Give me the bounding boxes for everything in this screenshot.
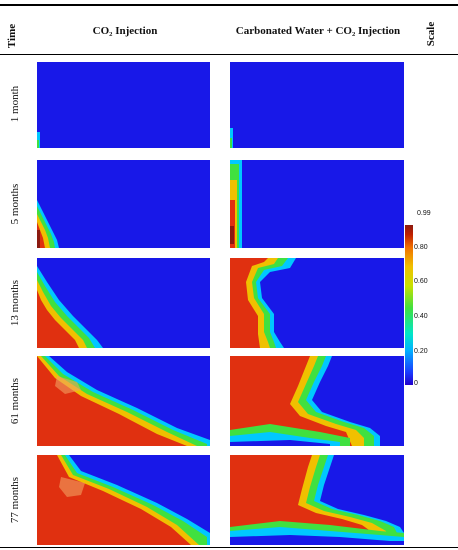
header-rule	[0, 54, 458, 55]
scale-header: Scale	[425, 21, 437, 47]
panel-co2-1-month	[37, 62, 210, 148]
row-label-1-month: 1 month	[9, 85, 21, 123]
panel-cw-77-months	[230, 455, 404, 545]
panel-cw-5-months	[230, 160, 404, 248]
colorbar	[405, 225, 413, 385]
top-rule	[0, 4, 458, 6]
panel-cw-13-months	[230, 258, 404, 348]
carbonated-water-header: Carbonated Water + CO₂ Injection	[235, 25, 401, 37]
co2-injection-header: CO₂ Injection	[92, 25, 158, 37]
colorbar-tick-0-40: 0.40	[414, 313, 428, 320]
panel-co2-77-months	[37, 455, 210, 545]
row-label-77-months: 77 months	[9, 476, 21, 524]
panel-co2-5-months	[37, 160, 210, 248]
panel-co2-61-months	[37, 356, 210, 446]
colorbar-tick-0-80: 0.80	[414, 244, 428, 251]
panel-cw-1-month	[230, 62, 404, 148]
row-label-61-months: 61 months	[9, 377, 21, 425]
panel-co2-13-months	[37, 258, 210, 348]
colorbar-tick-0-60: 0.60	[414, 278, 428, 285]
row-label-13-months: 13 months	[9, 279, 21, 327]
panel-cw-61-months	[230, 356, 404, 446]
colorbar-tick-0-20: 0.20	[414, 348, 428, 355]
time-header: Time	[6, 23, 18, 49]
colorbar-tick-0: 0	[414, 380, 418, 387]
row-label-5-months: 5 months	[9, 183, 21, 225]
bottom-rule	[0, 547, 458, 548]
colorbar-tick-max: 0.99	[417, 210, 431, 217]
